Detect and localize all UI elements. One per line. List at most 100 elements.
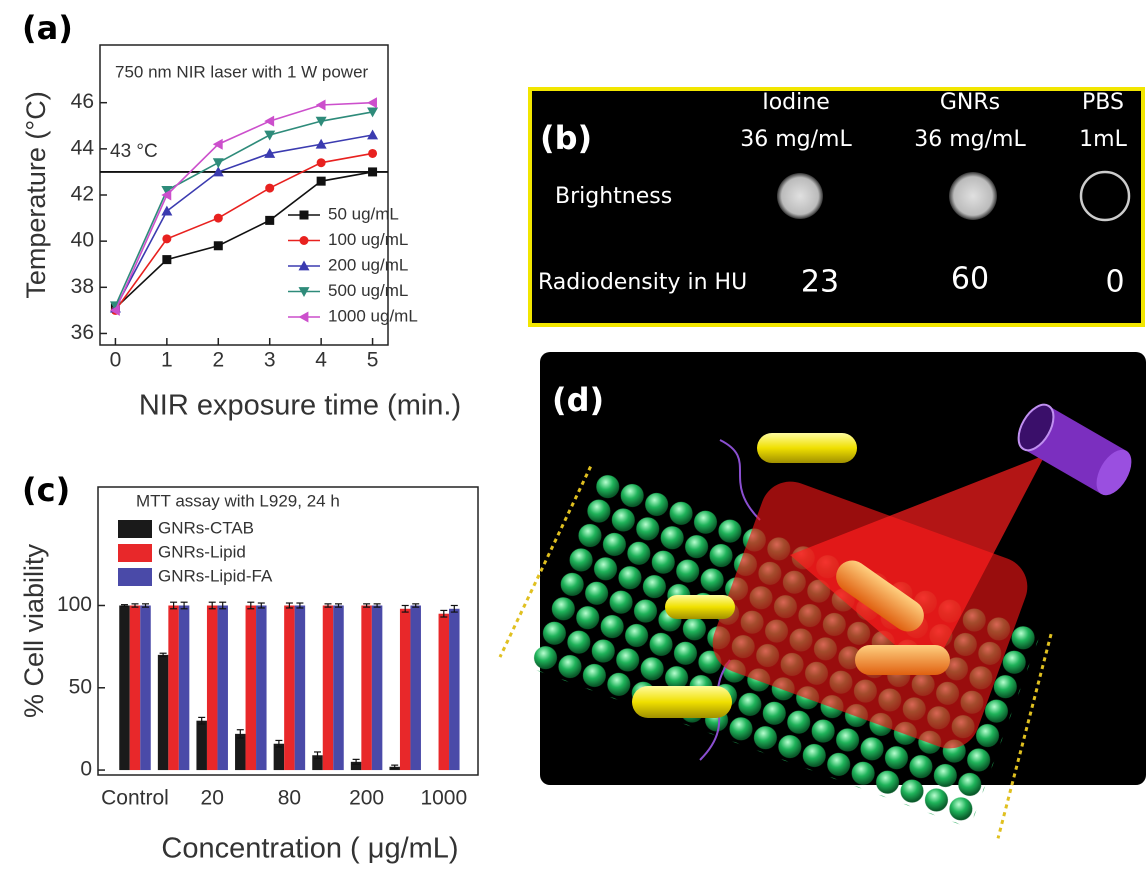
marker — [316, 100, 326, 111]
marker — [368, 149, 377, 158]
panel-label: (c) — [22, 471, 70, 509]
marker — [367, 97, 377, 108]
x-axis-label: NIR exposure time (min.) — [139, 390, 461, 422]
marker — [264, 131, 275, 141]
x-tick-label: 1 — [161, 349, 173, 372]
y-tick-label: 36 — [71, 321, 94, 344]
marker — [368, 167, 377, 176]
radiodensity-value: 0 — [1105, 265, 1124, 300]
bar — [158, 655, 169, 770]
x-tick-label: 0 — [110, 349, 122, 372]
legend-swatch — [118, 544, 152, 562]
bar — [207, 605, 218, 770]
y-tick-label: 50 — [69, 675, 92, 698]
bar — [217, 605, 228, 770]
legend-label: 500 ug/mL — [328, 281, 408, 300]
ct-disc — [777, 173, 823, 219]
marker — [264, 116, 274, 127]
x-tick-label: 2 — [212, 349, 224, 372]
marker — [161, 206, 172, 216]
gold-nanorod — [665, 595, 735, 619]
row-label: Radiodensity in HU — [538, 270, 747, 295]
x-tick-label: 200 — [349, 787, 384, 810]
y-tick-label: 46 — [71, 90, 94, 113]
y-axis-label: % Cell viability — [19, 543, 49, 718]
bar — [140, 605, 151, 770]
panel-label: (b) — [540, 119, 592, 157]
legend-label: 50 ug/mL — [328, 204, 399, 223]
y-tick-label: 0 — [80, 758, 92, 781]
legend-label: GNRs-Lipid-FA — [158, 566, 273, 585]
bar — [372, 605, 383, 770]
x-axis-label: Concentration ( μg/mL) — [161, 833, 458, 865]
column-concentration: 36 mg/mL — [740, 127, 852, 152]
x-tick-label: 80 — [278, 787, 301, 810]
bar — [246, 605, 256, 770]
y-tick-label: 44 — [71, 136, 95, 159]
radiodensity-value: 23 — [801, 265, 839, 300]
chart-title: MTT assay with L929, 24 h — [136, 491, 340, 510]
y-tick-label: 100 — [57, 593, 92, 616]
marker — [265, 216, 274, 225]
marker — [317, 158, 326, 167]
bar — [168, 605, 179, 770]
page: (b) Iodine 36 mg/mL GNRs 36 mg/mL PBS 1m… — [0, 0, 1146, 872]
gold-nanorod — [757, 433, 857, 463]
marker — [214, 241, 223, 250]
y-tick-label: 42 — [71, 183, 94, 206]
row-label: Brightness — [555, 184, 672, 209]
radiodensity-value: 60 — [951, 262, 989, 297]
panel-d: (d) — [500, 352, 1146, 838]
panel-label: (d) — [552, 381, 604, 419]
legend-marker — [300, 236, 309, 245]
column-name: PBS — [1082, 90, 1124, 115]
bar — [196, 721, 207, 770]
column-name: Iodine — [762, 90, 830, 115]
column-name: GNRs — [940, 90, 1000, 115]
marker — [162, 234, 171, 243]
column-concentration: 1mL — [1079, 127, 1127, 152]
bar — [323, 605, 334, 770]
legend-label: 100 ug/mL — [328, 230, 408, 249]
bar — [256, 605, 267, 770]
bar — [410, 605, 421, 770]
legend-label: GNRs-CTAB — [158, 518, 254, 537]
marker — [214, 214, 223, 223]
marker — [367, 130, 378, 140]
y-axis-label: Temperature (°C) — [21, 91, 51, 298]
x-tick-label: 3 — [264, 349, 276, 372]
legend-swatch — [118, 520, 152, 538]
bar — [439, 614, 450, 770]
x-tick-label: 1000 — [420, 787, 467, 810]
marker — [317, 177, 326, 186]
bar — [179, 605, 190, 770]
gold-nanorod — [632, 686, 732, 718]
legend-marker — [300, 211, 309, 220]
legend-label: 1000 ug/mL — [328, 306, 418, 325]
chart-title: 750 nm NIR laser with 1 W power — [115, 62, 369, 81]
marker — [265, 184, 274, 193]
bar — [130, 605, 141, 770]
bar — [400, 609, 411, 770]
legend-label: 200 ug/mL — [328, 255, 408, 274]
bar — [361, 605, 372, 770]
figure: (b) Iodine 36 mg/mL GNRs 36 mg/mL PBS 1m… — [0, 0, 1146, 867]
legend-marker — [299, 312, 309, 323]
panel-b: (b) Iodine 36 mg/mL GNRs 36 mg/mL PBS 1m… — [530, 89, 1143, 325]
bar — [333, 605, 344, 770]
legend-swatch — [118, 568, 152, 586]
threshold-label: 43 °C — [110, 141, 158, 162]
x-tick-label: 20 — [201, 787, 224, 810]
bar — [274, 744, 285, 770]
legend-label: GNRs-Lipid — [158, 542, 246, 561]
ct-disc — [949, 172, 997, 220]
bar — [119, 605, 130, 770]
column-concentration: 36 mg/mL — [914, 127, 1026, 152]
y-tick-label: 40 — [71, 229, 94, 252]
y-tick-label: 38 — [71, 275, 94, 298]
marker — [162, 255, 171, 264]
x-tick-label: Control — [101, 787, 169, 810]
marker — [213, 158, 224, 168]
gold-nanorod — [855, 645, 950, 675]
plot-frame — [100, 45, 388, 345]
